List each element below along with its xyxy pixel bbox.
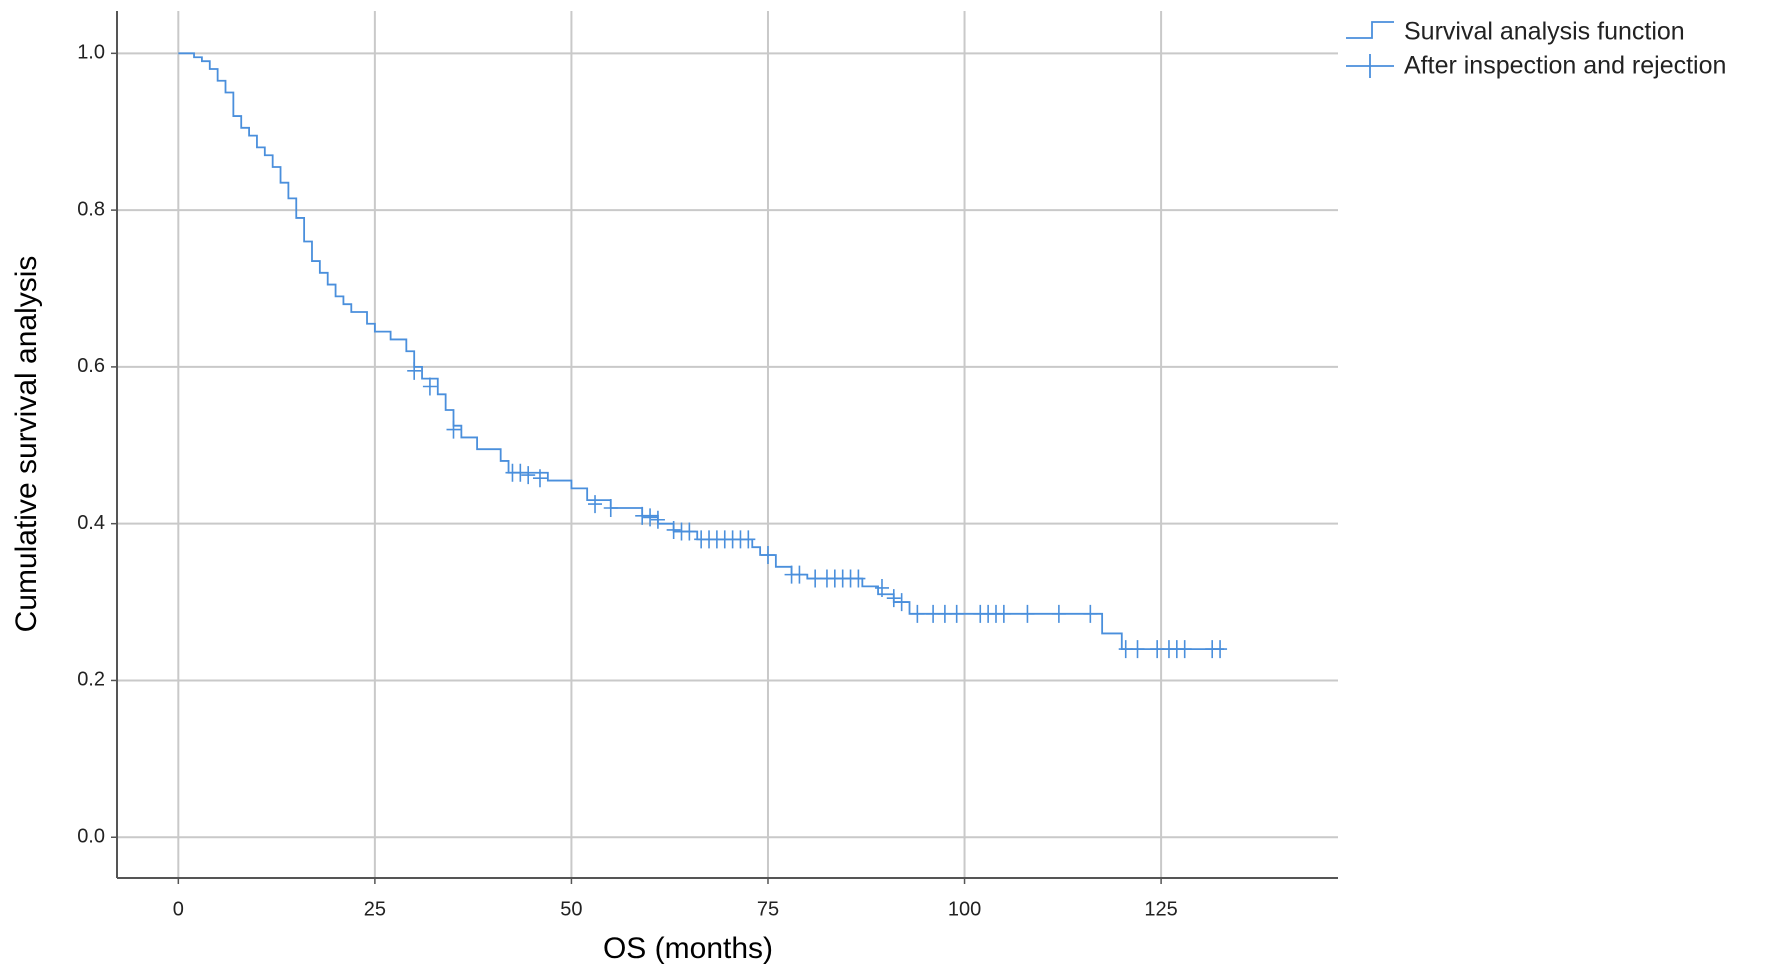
legend-label: Survival analysis function bbox=[1404, 18, 1685, 46]
censor-mark bbox=[1051, 604, 1066, 623]
y-axis-label: Cumulative survival analysis bbox=[10, 256, 43, 633]
x-tick-label: 75 bbox=[757, 898, 779, 920]
censor-mark bbox=[949, 604, 964, 623]
censor-mark bbox=[513, 463, 528, 482]
censor-mark bbox=[635, 506, 650, 525]
x-tick-label: 50 bbox=[560, 898, 582, 920]
censor-mark bbox=[910, 604, 925, 623]
x-tick-label: 0 bbox=[173, 898, 184, 920]
censor-mark bbox=[808, 569, 823, 588]
censor-mark bbox=[926, 604, 941, 623]
legend-censor-icon bbox=[1346, 54, 1394, 78]
x-tick-label: 25 bbox=[364, 898, 386, 920]
censor-mark bbox=[851, 569, 866, 588]
y-tick-label: 0.4 bbox=[77, 512, 105, 534]
censor-mark bbox=[407, 361, 422, 380]
censor-mark bbox=[1177, 640, 1192, 659]
censor-mark bbox=[588, 495, 603, 514]
legend-step-icon bbox=[1346, 21, 1394, 39]
censor-mark bbox=[1083, 604, 1098, 623]
legend: Survival analysis function After inspect… bbox=[1346, 18, 1726, 80]
censor-mark bbox=[874, 578, 889, 597]
x-axis-label: OS (months) bbox=[603, 932, 773, 965]
censor-mark bbox=[1150, 640, 1165, 659]
censor-mark bbox=[760, 546, 775, 565]
censor-mark bbox=[792, 565, 807, 584]
censor-mark bbox=[1118, 640, 1133, 659]
x-tick-label: 125 bbox=[1144, 898, 1177, 920]
censor-mark bbox=[446, 420, 461, 439]
y-tick-label: 0.8 bbox=[77, 198, 105, 220]
censor-mark bbox=[682, 522, 697, 541]
y-tick-label: 0.2 bbox=[77, 669, 105, 691]
censor-mark bbox=[886, 589, 901, 608]
censor-mark bbox=[894, 593, 909, 612]
survival-line bbox=[178, 52, 1224, 650]
censor-mark bbox=[996, 604, 1011, 623]
censor-mark bbox=[1130, 640, 1145, 659]
censor-mark bbox=[1213, 640, 1228, 659]
x-tick-label: 100 bbox=[948, 898, 981, 920]
censor-mark bbox=[603, 498, 618, 517]
y-tick-label: 0.6 bbox=[77, 355, 105, 377]
legend-label: After inspection and rejection bbox=[1404, 52, 1726, 80]
censor-mark bbox=[650, 510, 665, 529]
censor-mark bbox=[741, 530, 756, 549]
y-tick-label: 0.0 bbox=[77, 826, 105, 848]
censor-mark bbox=[422, 377, 437, 396]
censor-mark bbox=[521, 466, 536, 485]
censor-mark bbox=[1020, 604, 1035, 623]
censor-mark bbox=[643, 508, 658, 527]
censor-mark bbox=[532, 469, 547, 488]
censor-mark bbox=[666, 520, 681, 539]
y-tick-label: 1.0 bbox=[77, 42, 105, 64]
censor-mark bbox=[937, 604, 952, 623]
